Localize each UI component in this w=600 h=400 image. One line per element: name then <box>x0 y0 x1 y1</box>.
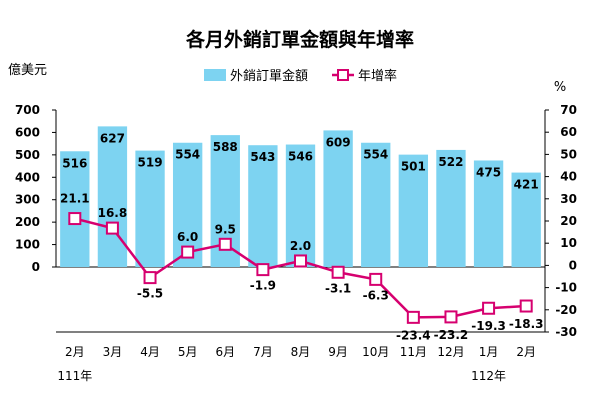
axes: 0 100 200 300 400 500 600 700 -30 -20 -10 0 10 20 30 40… <box>15 103 577 383</box>
legend-label-line: 年增率 <box>358 68 397 84</box>
right-axis-tick-label: -10 <box>555 281 577 295</box>
right-axis-tick-label: 70 <box>560 103 577 117</box>
left-axis-tick-label: 300 <box>15 193 40 207</box>
left-axis-tick-label: 700 <box>15 103 40 117</box>
bar-value-label: 522 <box>438 155 463 169</box>
x-axis-tick-label: 10月 <box>362 345 389 359</box>
bar-value-label: 421 <box>514 178 539 192</box>
bar-value-label: 546 <box>288 150 313 164</box>
right-axis-tick-label: 60 <box>560 125 577 139</box>
bar <box>60 151 90 267</box>
x-axis-tick-label: 3月 <box>103 345 123 359</box>
x-axis-tick-label: 7月 <box>253 345 273 359</box>
x-axis-tick-label: 5月 <box>178 345 198 359</box>
left-axis-tick-label: 500 <box>15 148 40 162</box>
left-axis-tick-label: 200 <box>15 215 40 229</box>
bar <box>285 144 316 267</box>
right-axis-tick-label: -30 <box>555 325 577 339</box>
legend-marker <box>337 69 349 81</box>
x-axis-tick-label: 12月 <box>437 345 464 359</box>
chart-title: 各月外銷訂單金額與年增率 <box>185 28 414 51</box>
bar-value-label: 554 <box>175 148 200 162</box>
bar-value-label: 516 <box>62 156 87 170</box>
line-marker <box>369 272 383 286</box>
line-marker <box>143 271 157 285</box>
line-marker <box>256 263 270 277</box>
bar-value-label: 588 <box>213 140 238 154</box>
line-value-label: -5.5 <box>137 287 163 301</box>
line-value-label: 2.0 <box>290 239 311 253</box>
line-marker <box>181 245 195 259</box>
bar <box>436 149 466 267</box>
bar-value-label: 609 <box>326 135 351 149</box>
line-marker <box>482 301 496 315</box>
x-axis-tick-label: 9月 <box>328 345 348 359</box>
legend: 外銷訂單金額 年增率 <box>204 68 397 84</box>
right-axis-unit: % <box>554 80 566 95</box>
bar <box>361 142 391 267</box>
x-axis-tick-label: 2月 <box>65 345 85 359</box>
line-value-label: 16.8 <box>98 206 128 220</box>
line-value-label: 6.0 <box>177 230 198 244</box>
line-value-label: -1.9 <box>250 279 276 293</box>
bar-value-label: 475 <box>476 165 501 179</box>
line-value-label: -6.3 <box>363 288 389 302</box>
bar-value-label: 519 <box>138 156 163 170</box>
data-labels: 516 627 519 554 588 543 546 609 554 501 522 475 421 2… <box>60 131 543 342</box>
line-marker <box>444 310 458 324</box>
line-value-label: -18.3 <box>509 317 544 331</box>
line-series <box>68 212 533 324</box>
left-axis-tick-label: 0 <box>32 260 40 274</box>
line-marker <box>105 221 119 235</box>
x-axis-tick-label: 1月 <box>479 345 499 359</box>
bar <box>135 150 165 267</box>
bar <box>97 126 128 267</box>
right-axis-tick-label: 40 <box>560 170 577 184</box>
line-value-label: -19.3 <box>471 319 506 333</box>
bar-value-label: 543 <box>250 150 275 164</box>
line-marker <box>406 310 420 324</box>
line-value-label: 21.1 <box>60 192 90 206</box>
bar-value-label: 501 <box>401 160 426 174</box>
bar <box>473 160 504 267</box>
line-value-label: 9.5 <box>215 222 236 236</box>
year-label: 112年 <box>471 369 506 383</box>
x-axis-tick-label: 6月 <box>215 345 235 359</box>
left-axis-unit: 億美元 <box>8 62 47 78</box>
line-value-label: -23.2 <box>434 328 469 342</box>
bar <box>511 172 541 267</box>
year-label: 111年 <box>57 369 92 383</box>
left-axis-tick-label: 400 <box>15 170 40 184</box>
line-marker <box>68 212 82 226</box>
legend-swatch-bar <box>204 69 226 81</box>
bar <box>323 130 353 267</box>
line-marker <box>294 254 307 268</box>
legend-label-bar: 外銷訂單金額 <box>230 68 308 84</box>
line-value-label: -3.1 <box>325 281 351 295</box>
x-axis-tick-label: 11月 <box>400 345 427 359</box>
left-axis-tick-label: 100 <box>15 238 40 252</box>
bar-value-label: 554 <box>363 148 388 162</box>
bar <box>398 154 429 267</box>
left-axis-tick-label: 600 <box>15 125 40 139</box>
right-axis-tick-label: 30 <box>560 192 577 206</box>
line-value-label: -23.4 <box>396 328 431 342</box>
line-marker <box>519 299 533 313</box>
bar-value-label: 627 <box>100 131 125 145</box>
bar <box>248 145 278 267</box>
x-axis-tick-label: 2月 <box>516 345 536 359</box>
right-axis-tick-label: 50 <box>560 147 577 161</box>
x-axis-tick-label: 8月 <box>291 345 311 359</box>
right-axis-tick-label: 0 <box>569 258 577 272</box>
right-axis-tick-label: 10 <box>560 236 577 250</box>
right-axis-tick-label: 20 <box>560 214 577 228</box>
right-axis-tick-label: -20 <box>555 303 577 317</box>
line-marker <box>331 265 345 279</box>
line-marker <box>218 237 232 251</box>
x-axis-tick-label: 4月 <box>140 345 160 359</box>
